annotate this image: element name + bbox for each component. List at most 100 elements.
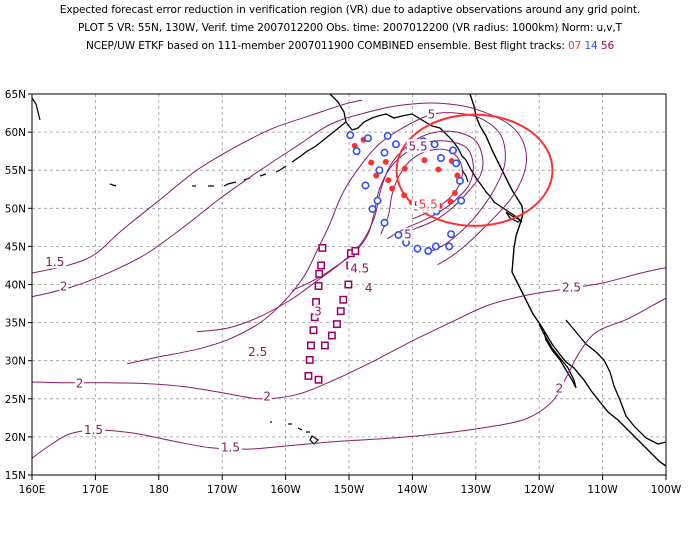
- asia-coast: [32, 97, 41, 121]
- baja-california: [538, 323, 577, 389]
- track-56-point: [314, 282, 323, 290]
- x-tick-label: 140W: [397, 484, 428, 496]
- mexico-coast: [565, 319, 666, 445]
- track-56-point: [336, 307, 345, 316]
- track-14-point: [445, 242, 454, 251]
- track-07-point: [389, 185, 396, 192]
- contour-label-bg: [43, 255, 67, 269]
- track-56-point: [309, 326, 318, 335]
- track-14-point: [373, 196, 382, 205]
- vr-contour-label: 5.5: [419, 197, 438, 211]
- track-14-point: [364, 134, 373, 143]
- track-14-point: [424, 246, 433, 255]
- track-56-point: [318, 243, 327, 252]
- track-14-point: [383, 131, 392, 140]
- title-line-2: PLOT 5 VR: 55N, 130W, Verif. time 200701…: [78, 22, 622, 34]
- track-07-point: [385, 177, 392, 184]
- y-tick-label: 20N: [5, 432, 26, 444]
- track-14-point: [394, 230, 403, 239]
- track-14-point: [346, 131, 355, 140]
- track-56-point: [351, 247, 360, 255]
- contour-label-bg: [59, 279, 69, 293]
- alaska-peninsula: [291, 121, 347, 163]
- contour-label-bg: [554, 381, 564, 395]
- vr-circle: [395, 113, 554, 227]
- track-07-label: 07: [568, 40, 582, 52]
- x-tick-label: 120W: [524, 484, 555, 496]
- track-14-point: [375, 166, 384, 175]
- title-line-1: Expected forecast error reduction in ver…: [59, 4, 641, 16]
- track-07-point: [435, 166, 442, 173]
- track-07-point: [373, 172, 380, 179]
- y-tick-label: 45N: [5, 241, 26, 253]
- contour-line: [126, 112, 506, 365]
- x-tick-label: 170E: [82, 484, 109, 496]
- x-tick-label: 170W: [207, 484, 238, 496]
- track-56-label: 56: [600, 40, 615, 52]
- track-07-point: [451, 190, 458, 197]
- y-tick-label: 65N: [5, 89, 26, 101]
- contour-label-bg: [560, 280, 584, 294]
- vancouver-island: [505, 211, 522, 223]
- track-14-point: [448, 146, 457, 155]
- track-14-point: [413, 244, 422, 253]
- track-14-point: [457, 196, 466, 205]
- track-56-point: [327, 331, 336, 340]
- track-56-point: [315, 269, 324, 278]
- contour-label-bg: [313, 304, 323, 318]
- track-14-point: [391, 140, 400, 149]
- contour-line: [32, 297, 666, 459]
- north-america-coastline: [469, 94, 666, 467]
- track-14-label: 14: [584, 40, 598, 52]
- contour-label-bg: [75, 376, 85, 390]
- contour-label: 2.5: [248, 345, 267, 359]
- track-14-point: [430, 140, 439, 149]
- track-14-point: [352, 147, 361, 156]
- y-tick-label: 60N: [5, 127, 26, 139]
- track-56-point: [314, 375, 323, 384]
- x-tick-label: 160E: [19, 484, 46, 496]
- track-56-point: [344, 280, 353, 289]
- track-56-point: [317, 261, 326, 270]
- contour-label: 5.5: [409, 139, 428, 153]
- x-tick-label: 180: [149, 484, 169, 496]
- x-tick-label: 130W: [461, 484, 492, 496]
- y-tick-label: 25N: [5, 394, 26, 406]
- contour-label-bg: [262, 389, 272, 403]
- contour-label: 5: [404, 228, 412, 242]
- contour-label: 1.5: [221, 440, 240, 454]
- y-tick-label: 55N: [5, 165, 26, 177]
- y-tick-label: 50N: [5, 203, 26, 215]
- y-tick-label: 15N: [5, 470, 26, 482]
- contour-label: 2: [60, 280, 68, 294]
- contour-label: 2: [263, 389, 271, 403]
- contour-label: 3: [314, 305, 322, 319]
- x-tick-label: 160W: [270, 484, 301, 496]
- y-tick-label: 30N: [5, 356, 26, 368]
- header: Expected forecast error reduction in ver…: [0, 0, 700, 70]
- contour-label-bg: [246, 345, 270, 359]
- track-14-point: [452, 159, 461, 168]
- track-14-point: [380, 148, 389, 157]
- verification-region-circle: [395, 113, 554, 227]
- track-07-point: [382, 158, 389, 165]
- contour-label-bg: [218, 440, 242, 454]
- track-14-point: [368, 205, 377, 214]
- y-tick-label: 35N: [5, 318, 26, 330]
- contour-label: 4.5: [350, 261, 369, 275]
- contour-line: [196, 130, 484, 333]
- track-07-point: [368, 159, 375, 166]
- track-56-point: [339, 295, 348, 304]
- title-line-3-text: NCEP/UW ETKF based on 111-member 2007011…: [85, 40, 565, 52]
- contour-label: 2: [556, 382, 564, 396]
- contour-label-bg: [81, 422, 105, 436]
- track-14-point: [436, 154, 445, 163]
- contour-label: 2.5: [562, 280, 581, 294]
- track-07-point: [401, 192, 408, 199]
- contour-label-bg: [403, 227, 413, 241]
- y-tick-label: 40N: [5, 280, 26, 292]
- track-14-point: [447, 230, 456, 239]
- contour-label-bg: [348, 261, 372, 275]
- contour-label: 1.5: [45, 255, 64, 269]
